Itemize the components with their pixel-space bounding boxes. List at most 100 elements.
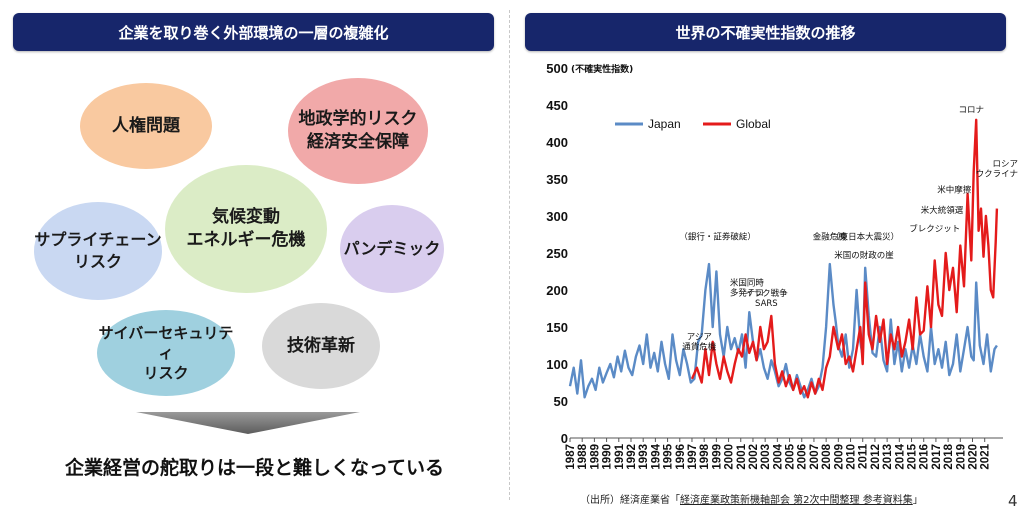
chart-annotation: 米中摩擦 [937,184,972,195]
y-tick-label: 250 [546,246,568,261]
bubble-supply-chain: サプライチェーン リスク [34,202,162,300]
x-tick-label: 1992 [626,444,638,470]
annotation-line: （銀行・証券破綻） [679,232,756,243]
chart-annotation: イラク戦争 SARS [745,288,788,309]
x-tick-label: 1995 [663,443,675,469]
chart-annotation: 米国の財政の崖 [834,250,894,261]
chart-annotation: （銀行・証券破綻） [679,232,756,243]
x-tick-label: 2004 [772,443,784,469]
series-line-global [690,118,999,399]
y-tick-label: 500 [546,61,568,76]
bubble-supply-chain-label: サプライチェーン リスク [34,230,162,271]
chart-annotation: ブレクジット [909,224,960,235]
left-header-text: 企業を取り巻く外部環境の一層の複雑化 [118,23,389,42]
annotation-line: 米中摩擦 [937,184,972,195]
y-tick-label: 350 [546,172,568,187]
x-tick-label: 1991 [614,443,626,469]
right-panel-header: 世界の不確実性指数の推移 [525,13,1006,51]
x-tick-label: 2019 [955,444,967,470]
x-tick-label: 2002 [748,444,760,470]
annotation-line: （東日本大震災） [831,232,899,243]
left-panel-header: 企業を取り巻く外部環境の一層の複雑化 [13,13,494,51]
bubble-pandemic: パンデミック [340,205,444,293]
annotation-line: 米大統領選 [921,205,964,216]
x-tick-label: 2015 [907,443,919,469]
bubble-technology-label: 技術革新 [287,335,355,356]
x-tick-label: 2011 [858,443,870,469]
annotation-line: 米国の財政の崖 [834,250,894,261]
bubble-human-rights: 人権問題 [80,83,212,169]
source-note: （出所）経済産業省「経済産業政策新機軸部会 第2次中間整理 参考資料集」 [580,491,923,506]
x-tick-label: 1994 [650,443,662,469]
chart-annotation: アジア通貨危機 [682,333,717,353]
source-prefix: （出所）経済産業省「 [580,495,680,506]
x-tick-label: 2000 [724,444,736,470]
chart-annotation: 米国同時多発テロ [730,278,765,299]
x-tick-label: 2010 [846,444,858,470]
page-number: 4 [1008,492,1018,510]
annotation-line: ウクライナ [976,169,1018,179]
y-tick-label: 400 [546,135,568,150]
y-tick-label: 50 [554,394,568,409]
x-tick-label: 2013 [882,444,894,470]
bubble-human-rights-label: 人権問題 [112,115,180,136]
x-tick-label: 2018 [943,443,955,469]
x-tick-label: 2009 [833,444,845,470]
x-tick-label: 2006 [797,444,809,470]
series-line-japan [568,262,998,399]
x-tick-label: 2012 [870,444,882,470]
x-tick-label: 2007 [809,444,821,470]
source-suffix: 」 [912,495,923,506]
x-tick-label: 1996 [675,444,687,470]
annotation-line: SARS [755,299,778,309]
down-arrow-shape [136,412,360,434]
annotation-line: 金融危機 [813,232,848,243]
y-tick-label: 300 [546,209,568,224]
x-tick-label: 1998 [699,443,711,469]
annotation-line: イラク戦争 [745,288,788,299]
chart-legend: Japan Global [615,117,771,131]
x-tick-label: 2005 [785,443,797,469]
uncertainty-index-chart: 0 50 100 150 200 250 300 350 400 450 500 (不確実性指数) 19… [546,61,1018,470]
chart-annotation: コロナ [959,105,985,115]
bubble-pandemic-label: パンデミック [343,239,441,259]
right-header-text: 世界の不確実性指数の推移 [675,23,856,42]
y-axis-label: (不確実性指数) [571,63,633,75]
x-tick-label: 2020 [968,444,980,470]
chart-annotation: ロシアウクライナ [976,159,1018,179]
annotation-line: コロナ [959,105,985,115]
chart-annotation: 米大統領選 [921,205,964,216]
chart-annotation: 金融危機 [813,232,848,243]
annotation-line: アジア [687,333,712,343]
x-tick-label: 2016 [919,444,931,470]
x-tick-label: 2017 [931,444,943,470]
x-tick-label: 1989 [589,444,601,470]
chart-axes: 0 50 100 150 200 250 300 350 400 450 500 (不確実性指数) 19… [546,61,1003,470]
chart-series [568,118,999,399]
x-tick-label: 2008 [821,443,833,469]
bubble-cyber-security-label: サイバーセキュリティ リスク [98,323,234,383]
y-tick-label: 450 [546,98,568,113]
bubble-climate-energy: 気候変動 エネルギー危機 [165,165,327,293]
y-tick-label: 0 [561,431,568,446]
legend-label-japan: Japan [648,117,681,131]
x-tick-label: 2003 [760,444,772,470]
legend-label-global: Global [736,117,771,131]
source-link: 経済産業政策新機軸部会 第2次中間整理 参考資料集 [680,495,913,506]
bubble-geopolitical-risk-label: 地政学的リスク 経済安全保障 [298,109,418,152]
bubble-technology: 技術革新 [262,303,380,389]
x-tick-label: 1987 [565,444,577,470]
x-tick-label: 1997 [687,444,699,470]
annotation-line: ブレクジット [909,224,960,235]
chart-annotation: （東日本大震災） [831,232,899,243]
annotation-line: ロシア [992,159,1018,169]
conclusion-text: 企業経営の舵取りは一段と難しくなっている [64,457,445,479]
x-tick-label: 2021 [980,443,992,469]
x-tick-label: 1990 [602,444,614,470]
x-tick-label: 1988 [577,443,589,469]
bubble-cyber-security: サイバーセキュリティ リスク [97,310,235,396]
bubble-climate-energy-label: 気候変動 エネルギー危機 [186,207,306,250]
x-tick-label: 1993 [638,444,650,470]
y-tick-label: 200 [546,283,568,298]
